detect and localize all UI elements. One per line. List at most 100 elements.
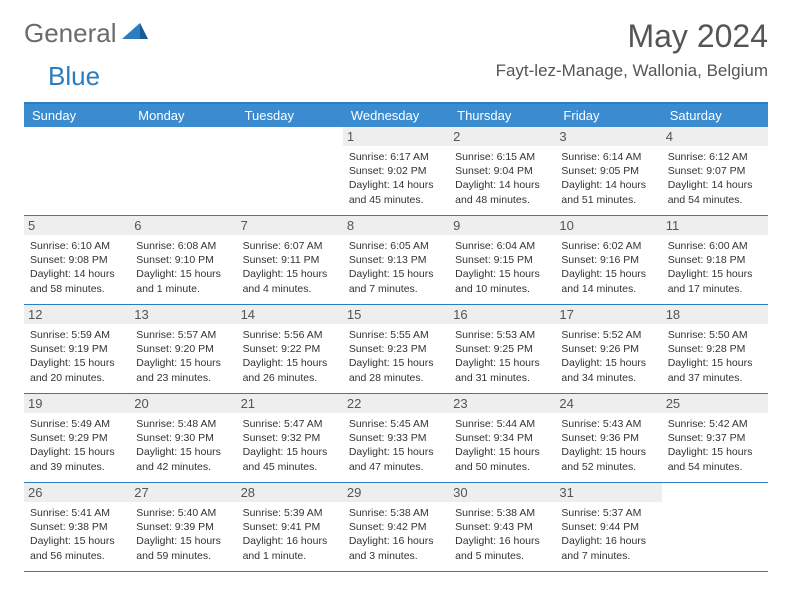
detail-line: Sunset: 9:41 PM — [243, 520, 337, 534]
detail-line: Sunrise: 6:08 AM — [136, 239, 230, 253]
day-number: 13 — [130, 305, 236, 324]
detail-line: Daylight: 15 hours and 45 minutes. — [243, 445, 337, 473]
detail-line: Daylight: 15 hours and 56 minutes. — [30, 534, 124, 562]
detail-line: Sunrise: 5:48 AM — [136, 417, 230, 431]
day-detail: Sunrise: 6:07 AMSunset: 9:11 PMDaylight:… — [243, 239, 337, 296]
detail-line: Sunset: 9:44 PM — [561, 520, 655, 534]
detail-line: Sunset: 9:04 PM — [455, 164, 549, 178]
detail-line: Sunset: 9:30 PM — [136, 431, 230, 445]
day-number: 16 — [449, 305, 555, 324]
day-cell: 3Sunrise: 6:14 AMSunset: 9:05 PMDaylight… — [555, 127, 661, 215]
detail-line: Daylight: 15 hours and 54 minutes. — [668, 445, 762, 473]
detail-line: Sunrise: 5:38 AM — [349, 506, 443, 520]
detail-line: Sunrise: 6:00 AM — [668, 239, 762, 253]
detail-line: Sunrise: 5:41 AM — [30, 506, 124, 520]
detail-line: Sunrise: 5:43 AM — [561, 417, 655, 431]
day-detail: Sunrise: 5:40 AMSunset: 9:39 PMDaylight:… — [136, 506, 230, 563]
day-number: 17 — [555, 305, 661, 324]
day-detail: Sunrise: 6:05 AMSunset: 9:13 PMDaylight:… — [349, 239, 443, 296]
day-number: 1 — [343, 127, 449, 146]
day-detail: Sunrise: 5:55 AMSunset: 9:23 PMDaylight:… — [349, 328, 443, 385]
day-number: 4 — [662, 127, 768, 146]
day-cell: 27Sunrise: 5:40 AMSunset: 9:39 PMDayligh… — [130, 483, 236, 571]
day-cell: 22Sunrise: 5:45 AMSunset: 9:33 PMDayligh… — [343, 394, 449, 482]
week-row: 12 Sunrise: 5:59 AMSunset: 9:19 PMDayligh… — [24, 305, 768, 394]
dayheader-tue: Tuesday — [237, 104, 343, 127]
day-cell: 24Sunrise: 5:43 AMSunset: 9:36 PMDayligh… — [555, 394, 661, 482]
logo: General — [24, 18, 150, 49]
day-detail: Sunrise: 5:39 AMSunset: 9:41 PMDaylight:… — [243, 506, 337, 563]
week-row: 19Sunrise: 5:49 AMSunset: 9:29 PMDayligh… — [24, 394, 768, 483]
detail-line: Daylight: 15 hours and 20 minutes. — [30, 356, 124, 384]
detail-line: Sunrise: 5:49 AM — [30, 417, 124, 431]
detail-line: Sunrise: 5:37 AM — [561, 506, 655, 520]
day-number: 21 — [237, 394, 343, 413]
detail-line: Sunset: 9:36 PM — [561, 431, 655, 445]
detail-line: Daylight: 15 hours and 42 minutes. — [136, 445, 230, 473]
detail-line: Daylight: 15 hours and 37 minutes. — [668, 356, 762, 384]
detail-line: Sunrise: 6:10 AM — [30, 239, 124, 253]
day-cell: 21 Sunrise: 5:47 AMSunset: 9:32 PMDayligh… — [237, 394, 343, 482]
detail-line: Daylight: 15 hours and 10 minutes. — [455, 267, 549, 295]
logo-text-blue: Blue — [48, 61, 100, 92]
detail-line: Daylight: 16 hours and 5 minutes. — [455, 534, 549, 562]
detail-line: Sunrise: 6:17 AM — [349, 150, 443, 164]
day-cell: 11Sunrise: 6:00 AMSunset: 9:18 PMDayligh… — [662, 216, 768, 304]
day-cell: 5Sunrise: 6:10 AMSunset: 9:08 PMDaylight… — [24, 216, 130, 304]
day-cell: 20Sunrise: 5:48 AMSunset: 9:30 PMDayligh… — [130, 394, 236, 482]
day-detail: Sunrise: 6:12 AMSunset: 9:07 PMDaylight:… — [668, 150, 762, 207]
detail-line: Daylight: 14 hours and 51 minutes. — [561, 178, 655, 206]
detail-line: Sunrise: 6:07 AM — [243, 239, 337, 253]
logo-triangle-icon — [122, 21, 148, 46]
day-cell: 30Sunrise: 5:38 AMSunset: 9:43 PMDayligh… — [449, 483, 555, 571]
detail-line: Daylight: 15 hours and 14 minutes. — [561, 267, 655, 295]
detail-line: Daylight: 15 hours and 31 minutes. — [455, 356, 549, 384]
location-line: Fayt-lez-Manage, Wallonia, Belgium — [496, 61, 768, 81]
day-detail: Sunrise: 5:59 AMSunset: 9:19 PMDaylight:… — [30, 328, 124, 385]
detail-line: Daylight: 14 hours and 58 minutes. — [30, 267, 124, 295]
day-cell: . — [24, 127, 130, 215]
detail-line: Sunset: 9:37 PM — [668, 431, 762, 445]
day-cell: 10Sunrise: 6:02 AMSunset: 9:16 PMDayligh… — [555, 216, 661, 304]
detail-line: Sunrise: 5:55 AM — [349, 328, 443, 342]
detail-line: Sunrise: 5:50 AM — [668, 328, 762, 342]
day-cell: 8Sunrise: 6:05 AMSunset: 9:13 PMDaylight… — [343, 216, 449, 304]
detail-line: Sunset: 9:26 PM — [561, 342, 655, 356]
day-cell: 31Sunrise: 5:37 AMSunset: 9:44 PMDayligh… — [555, 483, 661, 571]
day-cell: 18Sunrise: 5:50 AMSunset: 9:28 PMDayligh… — [662, 305, 768, 393]
day-number: 31 — [555, 483, 661, 502]
day-detail: Sunrise: 6:04 AMSunset: 9:15 PMDaylight:… — [455, 239, 549, 296]
day-number: 5 — [24, 216, 130, 235]
detail-line: Sunset: 9:25 PM — [455, 342, 549, 356]
detail-line: Sunset: 9:29 PM — [30, 431, 124, 445]
detail-line: Sunset: 9:02 PM — [349, 164, 443, 178]
day-cell: 26Sunrise: 5:41 AMSunset: 9:38 PMDayligh… — [24, 483, 130, 571]
detail-line: Sunrise: 6:02 AM — [561, 239, 655, 253]
detail-line: Daylight: 15 hours and 7 minutes. — [349, 267, 443, 295]
day-detail: Sunrise: 5:47 AMSunset: 9:32 PMDaylight:… — [243, 417, 337, 474]
day-detail: Sunrise: 5:48 AMSunset: 9:30 PMDaylight:… — [136, 417, 230, 474]
detail-line: Sunrise: 5:53 AM — [455, 328, 549, 342]
day-cell: 15Sunrise: 5:55 AMSunset: 9:23 PMDayligh… — [343, 305, 449, 393]
day-cell: 25Sunrise: 5:42 AMSunset: 9:37 PMDayligh… — [662, 394, 768, 482]
day-number: 28 — [237, 483, 343, 502]
day-cell: 29Sunrise: 5:38 AMSunset: 9:42 PMDayligh… — [343, 483, 449, 571]
detail-line: Daylight: 16 hours and 3 minutes. — [349, 534, 443, 562]
day-detail: Sunrise: 5:53 AMSunset: 9:25 PMDaylight:… — [455, 328, 549, 385]
day-detail: Sunrise: 5:42 AMSunset: 9:37 PMDaylight:… — [668, 417, 762, 474]
day-number: 12 — [24, 305, 130, 324]
detail-line: Daylight: 15 hours and 4 minutes. — [243, 267, 337, 295]
detail-line: Sunset: 9:07 PM — [668, 164, 762, 178]
week-row: 5Sunrise: 6:10 AMSunset: 9:08 PMDaylight… — [24, 216, 768, 305]
day-cell: 14Sunrise: 5:56 AMSunset: 9:22 PMDayligh… — [237, 305, 343, 393]
detail-line: Daylight: 15 hours and 52 minutes. — [561, 445, 655, 473]
detail-line: Sunrise: 5:45 AM — [349, 417, 443, 431]
detail-line: Sunrise: 5:42 AM — [668, 417, 762, 431]
detail-line: Sunset: 9:20 PM — [136, 342, 230, 356]
detail-line: Sunset: 9:43 PM — [455, 520, 549, 534]
detail-line: Sunrise: 5:47 AM — [243, 417, 337, 431]
detail-line: Daylight: 16 hours and 1 minute. — [243, 534, 337, 562]
detail-line: Daylight: 15 hours and 26 minutes. — [243, 356, 337, 384]
day-number: 6 — [130, 216, 236, 235]
day-detail: Sunrise: 6:17 AMSunset: 9:02 PMDaylight:… — [349, 150, 443, 207]
